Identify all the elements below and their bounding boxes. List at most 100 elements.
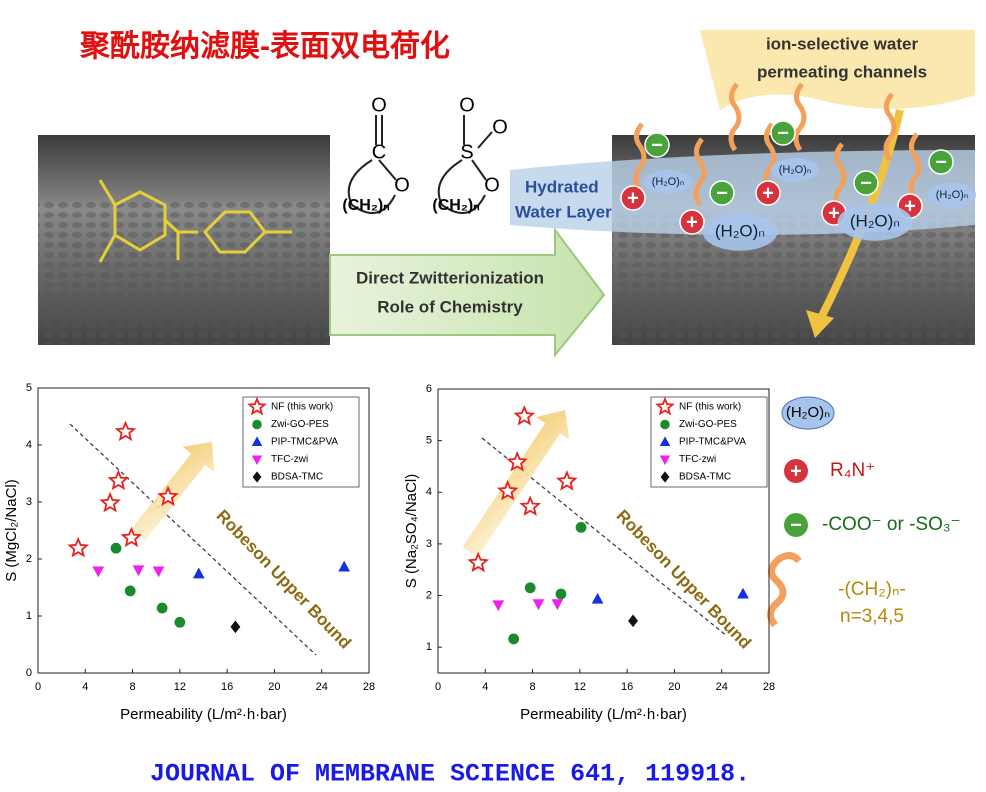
legend-box	[650, 396, 768, 488]
legend-marker	[660, 471, 670, 483]
point	[556, 470, 578, 491]
point	[492, 600, 505, 612]
layer-label: Water Layer	[515, 202, 612, 221]
charges: ++++ +−−−−−(H₂O)ₙ(H₂O)ₙ(H₂O)ₙ(H₂O)ₙ(H₂O)ₙ	[620, 82, 977, 251]
channel-banner	[700, 30, 975, 110]
ion	[620, 185, 646, 211]
point	[157, 485, 179, 507]
point	[338, 560, 351, 572]
legend-marker	[659, 436, 671, 446]
chain	[883, 92, 897, 162]
legend-marker	[659, 455, 671, 466]
water-label: (H₂O)ₙ	[652, 176, 684, 188]
y-axis-title: S (MgCl₂/NaCl)	[3, 479, 20, 582]
point	[524, 582, 536, 594]
chain	[908, 132, 922, 202]
key-chain-label: -(CH₂)ₙ-	[838, 579, 906, 600]
ion-sign: −	[716, 182, 728, 204]
water-label: (H₂O)ₙ	[779, 164, 811, 176]
y-tick-label: 4	[426, 486, 432, 498]
point	[110, 542, 122, 554]
point	[156, 602, 168, 614]
x-tick-label: 8	[130, 681, 136, 693]
x-tick-label: 20	[268, 681, 280, 693]
ion-sign: +	[686, 211, 698, 233]
atom: S	[460, 141, 473, 163]
chain	[793, 82, 807, 152]
y-tick-label: 0	[26, 667, 32, 679]
ion	[709, 180, 735, 206]
point	[591, 592, 604, 604]
legend-label: Zwi-GO-PES	[271, 419, 329, 430]
point	[107, 469, 130, 491]
trend-arrow	[130, 441, 214, 541]
arrow-label: Direct Zwitterionization	[356, 268, 544, 287]
point	[114, 420, 137, 442]
point	[230, 620, 241, 634]
water-cluster	[770, 157, 820, 183]
plot-frame	[37, 387, 370, 674]
legend-label: Zwi-GO-PES	[679, 419, 737, 430]
x-tick-label: 24	[716, 681, 728, 693]
slide-title: 聚酰胺纳滤膜-表面双电荷化	[79, 30, 450, 63]
point	[99, 491, 121, 513]
water-cluster	[702, 213, 778, 251]
ion	[770, 120, 796, 146]
point	[628, 614, 639, 628]
point	[67, 536, 90, 558]
legend-box	[242, 396, 360, 488]
chem-bonds	[347, 115, 493, 214]
point	[174, 616, 186, 628]
point	[506, 450, 529, 472]
plot-frame	[437, 388, 770, 674]
point	[192, 567, 205, 579]
key-anion-sign: −	[790, 514, 802, 536]
arrow-label: Role of Chemistry	[377, 297, 523, 316]
y-tick-label: 1	[426, 641, 432, 653]
x-tick-label: 0	[35, 681, 41, 693]
atom: O	[459, 94, 475, 116]
water-cluster	[837, 203, 913, 241]
ion-sign: +	[762, 182, 774, 204]
key-anion-label: -COO⁻ or -SO₃⁻	[822, 514, 961, 535]
key-cation-icon	[784, 459, 808, 483]
point	[124, 585, 136, 597]
point	[532, 599, 545, 611]
atom: O	[371, 94, 387, 116]
legend-label: TFC-zwi	[679, 454, 716, 465]
ion	[853, 170, 879, 196]
chain	[633, 122, 647, 192]
water-label: (H₂O)ₙ	[850, 211, 900, 230]
point	[551, 599, 564, 611]
ion-sign: +	[828, 202, 840, 224]
key-anion-icon	[784, 513, 808, 537]
legend-marker	[251, 455, 263, 466]
process-arrow	[329, 227, 606, 358]
point	[120, 526, 143, 548]
legend-label: PIP-TMC&PVA	[271, 437, 338, 448]
atom: C	[372, 141, 386, 163]
x-axis-title: Permeability (L/m²·h·bar)	[520, 706, 687, 723]
legend-label: BDSA-TMC	[679, 472, 731, 483]
ion	[679, 209, 705, 235]
point	[519, 495, 542, 516]
x-tick-label: 8	[530, 681, 536, 693]
sem-texture	[612, 215, 975, 345]
x-tick-label: 28	[763, 681, 775, 693]
x-tick-label: 4	[82, 681, 88, 693]
legend-marker	[251, 436, 263, 446]
point	[496, 479, 519, 501]
legend-label: PIP-TMC&PVA	[679, 437, 746, 448]
y-tick-label: 4	[26, 439, 32, 451]
x-tick-label: 12	[574, 681, 586, 693]
x-tick-label: 4	[482, 681, 488, 693]
legend-marker	[252, 419, 262, 430]
y-axis-title: S (Na₂SO₄/NaCl)	[403, 474, 420, 588]
water-cluster	[643, 169, 693, 195]
ion-sign: −	[860, 172, 872, 194]
chain	[763, 122, 777, 192]
x-tick-label: 28	[363, 681, 375, 693]
